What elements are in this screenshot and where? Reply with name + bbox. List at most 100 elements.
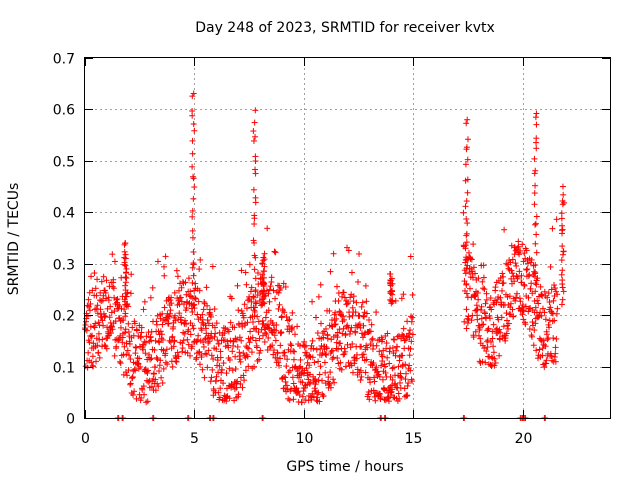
data-point: [296, 392, 303, 399]
data-point: [358, 373, 365, 380]
data-point: [386, 348, 393, 355]
data-point: [490, 343, 497, 350]
data-point: [283, 363, 290, 370]
data-point: [251, 221, 258, 228]
data-point: [271, 332, 278, 339]
data-point: [84, 313, 91, 320]
data-point: [317, 363, 324, 370]
data-point: [167, 307, 174, 314]
data-point: [362, 369, 369, 376]
data-point: [144, 398, 151, 405]
data-point: [532, 221, 539, 228]
data-point: [189, 227, 196, 234]
data-point: [339, 313, 346, 320]
data-point: [390, 336, 397, 343]
data-point: [87, 300, 94, 307]
data-point: [553, 216, 560, 223]
data-point: [341, 294, 348, 301]
data-point: [500, 273, 507, 280]
data-point: [144, 370, 151, 377]
data-point: [521, 282, 528, 289]
data-point: [533, 145, 540, 152]
data-point: [189, 234, 196, 241]
data-point: [382, 369, 389, 376]
data-point: [464, 320, 471, 327]
data-point: [148, 383, 155, 390]
data-point: [94, 276, 101, 283]
data-point: [359, 299, 366, 306]
data-point: [140, 306, 147, 313]
data-point: [85, 303, 92, 310]
data-point: [238, 267, 245, 274]
data-point: [542, 343, 549, 350]
data-point: [546, 324, 553, 331]
data-point: [371, 374, 378, 381]
data-point: [406, 362, 413, 369]
data-point: [376, 373, 383, 380]
data-point: [527, 285, 534, 292]
data-point: [288, 342, 295, 349]
data-point: [235, 307, 242, 314]
data-point: [175, 287, 182, 294]
data-point: [480, 321, 487, 328]
data-point: [357, 377, 364, 384]
data-point: [552, 350, 559, 357]
data-point: [125, 367, 132, 374]
data-point: [397, 379, 403, 386]
data-point: [93, 358, 100, 365]
data-point: [517, 298, 524, 305]
x-axis-label: GPS time / hours: [286, 459, 403, 475]
data-point: [408, 376, 415, 383]
data-point: [532, 262, 539, 269]
data-point: [383, 340, 390, 347]
data-point: [264, 321, 271, 328]
data-point: [337, 340, 344, 347]
data-point: [298, 399, 305, 406]
data-point: [251, 212, 258, 219]
data-point: [99, 317, 106, 324]
data-point: [533, 110, 540, 117]
data-point: [155, 338, 162, 345]
data-point: [171, 289, 178, 296]
data-point: [409, 378, 416, 385]
data-point: [189, 309, 196, 316]
data-point: [374, 368, 381, 375]
data-point: [366, 396, 373, 403]
data-point: [189, 279, 196, 286]
data-point: [482, 359, 489, 366]
data-point: [190, 90, 197, 97]
data-point: [119, 339, 126, 346]
data-point: [305, 376, 312, 383]
data-point: [186, 292, 193, 299]
data-point: [221, 330, 228, 337]
data-point: [91, 324, 98, 331]
data-point: [212, 330, 219, 337]
data-point: [322, 325, 329, 332]
data-point: [508, 242, 515, 249]
data-point: [102, 289, 109, 296]
data-point: [239, 384, 246, 391]
data-point: [402, 336, 409, 343]
data-point: [261, 250, 268, 257]
data-point: [463, 325, 470, 332]
data-point: [277, 355, 284, 362]
data-point: [297, 356, 304, 363]
data-point: [360, 313, 367, 320]
data-point: [204, 302, 211, 309]
data-point: [377, 390, 384, 397]
data-point: [211, 333, 218, 340]
data-point: [559, 197, 566, 204]
data-point: [299, 379, 306, 386]
y-tick-label: 0: [66, 412, 75, 428]
data-point: [463, 239, 470, 246]
data-point: [154, 356, 161, 363]
data-point: [113, 343, 120, 350]
data-point: [348, 324, 355, 331]
data-point: [252, 287, 259, 294]
data-point: [492, 359, 499, 366]
data-point: [293, 385, 300, 392]
data-point: [165, 313, 172, 320]
y-axis-label: SRMTID / TECUs: [6, 183, 22, 296]
data-point: [547, 263, 554, 270]
data-point: [393, 384, 400, 391]
